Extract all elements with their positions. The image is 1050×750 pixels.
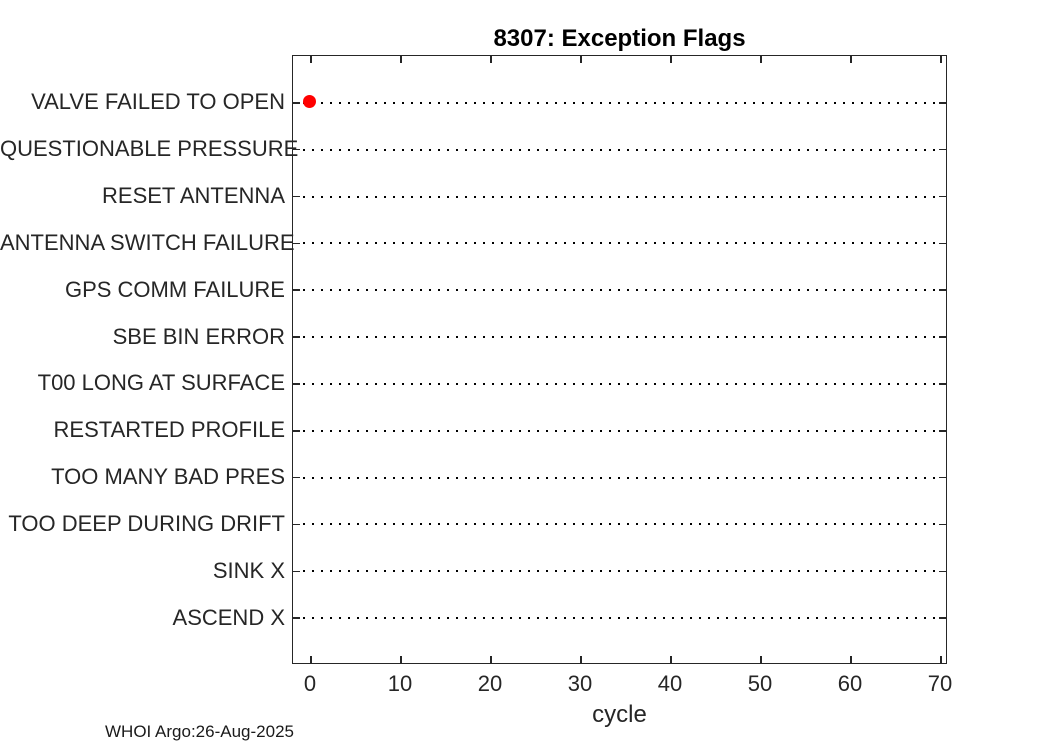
y-tick-mark-right <box>939 195 946 198</box>
dotted-row-line <box>303 195 938 198</box>
y-axis-category-label: VALVE FAILED TO OPEN <box>31 89 285 114</box>
x-axis-tick-label: 60 <box>837 671 863 696</box>
x-tick-mark-bottom <box>310 656 312 663</box>
x-tick-mark-bottom <box>670 656 672 663</box>
x-axis-tick-label: 30 <box>567 671 593 696</box>
y-tick-mark-left <box>293 383 300 385</box>
x-tick-mark-top <box>760 56 762 63</box>
y-tick-mark-left <box>293 570 300 573</box>
y-tick-mark-left <box>293 430 300 432</box>
y-tick-mark-right <box>939 289 946 291</box>
y-axis-category-label: RESET ANTENNA <box>102 183 285 208</box>
y-tick-mark-right <box>939 336 946 338</box>
y-tick-mark-left <box>293 476 300 479</box>
y-tick-mark-left <box>293 242 300 245</box>
x-axis-label: cycle <box>592 701 647 728</box>
y-tick-mark-right <box>939 430 946 432</box>
x-axis-tick-label: 50 <box>747 671 773 696</box>
x-tick-mark-bottom <box>400 656 402 663</box>
x-tick-mark-bottom <box>760 656 762 663</box>
y-tick-mark-right <box>939 242 946 245</box>
x-tick-mark-top <box>580 56 582 63</box>
y-tick-mark-left <box>293 336 300 338</box>
dotted-row-line <box>303 617 938 620</box>
x-axis-tick-label: 70 <box>927 671 953 696</box>
y-axis-category-label: QUESTIONABLE PRESSURE <box>0 136 299 161</box>
y-tick-mark-right <box>939 148 946 151</box>
x-tick-mark-top <box>670 56 672 63</box>
x-axis-tick-label: 10 <box>387 671 413 696</box>
watermark-caption: WHOI Argo:26-Aug-2025 <box>105 722 294 741</box>
y-tick-mark-right <box>939 102 946 104</box>
x-tick-mark-top <box>310 56 312 63</box>
y-axis-category-label: T00 LONG AT SURFACE <box>37 370 285 395</box>
x-axis-tick-label: 0 <box>303 671 317 696</box>
dotted-row-line <box>303 242 938 245</box>
y-tick-mark-left <box>293 289 300 291</box>
y-tick-mark-left <box>293 148 300 151</box>
y-axis-category-label: SINK X <box>212 558 285 583</box>
y-tick-mark-right <box>939 523 946 526</box>
y-axis-category-label: ANTENNA SWITCH FAILURE <box>0 230 295 255</box>
x-tick-mark-bottom <box>580 656 582 663</box>
x-tick-mark-bottom <box>940 656 942 663</box>
dotted-row-line <box>303 570 938 573</box>
dotted-row-line <box>303 148 938 151</box>
y-tick-mark-left <box>293 102 300 104</box>
y-tick-mark-right <box>939 476 946 479</box>
dotted-row-line <box>303 382 938 385</box>
x-tick-mark-top <box>850 56 852 63</box>
dotted-row-line <box>303 289 938 292</box>
x-tick-mark-top <box>490 56 492 63</box>
dotted-row-line <box>303 476 938 479</box>
dotted-row-line <box>303 101 938 104</box>
data-point-marker <box>303 95 317 109</box>
x-tick-mark-top <box>940 56 942 63</box>
y-tick-mark-left <box>293 617 300 619</box>
y-axis-category-label: GPS COMM FAILURE <box>64 277 285 302</box>
x-tick-mark-top <box>400 56 402 63</box>
y-tick-mark-right <box>939 570 946 573</box>
x-tick-mark-bottom <box>850 656 852 663</box>
dotted-row-line <box>303 523 938 526</box>
dotted-row-line <box>303 336 938 339</box>
y-tick-mark-left <box>293 195 300 198</box>
y-axis-category-label: RESTARTED PROFILE <box>53 417 285 442</box>
y-axis-category-label: TOO MANY BAD PRES <box>51 464 285 489</box>
y-tick-mark-left <box>293 523 300 526</box>
y-tick-mark-right <box>939 617 946 619</box>
chart-title: 8307: Exception Flags <box>493 25 746 52</box>
x-axis-tick-label: 40 <box>657 671 683 696</box>
y-axis-category-label: TOO DEEP DURING DRIFT <box>8 511 285 536</box>
x-tick-mark-bottom <box>490 656 492 663</box>
y-axis-category-label: SBE BIN ERROR <box>112 324 285 349</box>
y-axis-category-label: ASCEND X <box>172 605 285 630</box>
plot-area <box>292 55 947 664</box>
dotted-row-line <box>303 429 938 432</box>
y-tick-mark-right <box>939 383 946 385</box>
x-axis-tick-label: 20 <box>477 671 503 696</box>
